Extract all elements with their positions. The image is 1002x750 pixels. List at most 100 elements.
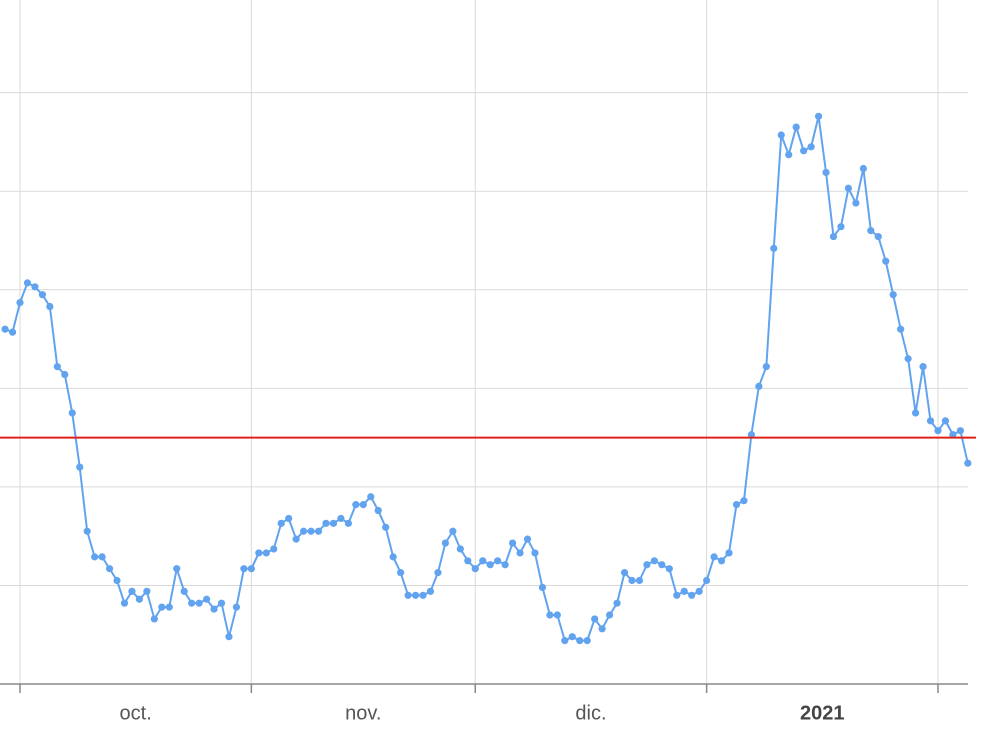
x-tick-label: dic. bbox=[575, 702, 606, 724]
data-point bbox=[479, 557, 487, 565]
data-point bbox=[904, 355, 912, 363]
data-point bbox=[568, 633, 576, 641]
data-point bbox=[173, 565, 181, 573]
data-point bbox=[523, 535, 532, 543]
data-point bbox=[188, 599, 196, 607]
data-point bbox=[814, 112, 823, 120]
data-point bbox=[1, 325, 9, 333]
data-point bbox=[844, 184, 853, 192]
data-point bbox=[225, 633, 233, 641]
data-point bbox=[83, 527, 91, 535]
data-point bbox=[576, 637, 584, 645]
data-point bbox=[98, 553, 106, 561]
data-point bbox=[16, 298, 24, 307]
data-point bbox=[613, 599, 621, 607]
data-point bbox=[561, 637, 569, 645]
data-point bbox=[195, 599, 203, 607]
data-point bbox=[23, 279, 32, 287]
x-tick-label: oct. bbox=[120, 702, 152, 724]
data-point bbox=[785, 151, 793, 159]
data-point bbox=[120, 599, 129, 607]
data-point bbox=[374, 506, 382, 515]
data-point bbox=[837, 223, 845, 231]
data-point bbox=[822, 168, 830, 177]
data-point bbox=[710, 553, 718, 561]
data-point bbox=[874, 232, 882, 241]
data-point bbox=[755, 382, 763, 390]
data-point bbox=[344, 519, 352, 527]
data-point bbox=[76, 463, 84, 471]
data-point bbox=[777, 131, 785, 139]
data-point bbox=[240, 565, 248, 573]
data-point bbox=[859, 164, 867, 173]
data-point bbox=[792, 123, 800, 131]
data-point bbox=[553, 611, 561, 619]
data-point bbox=[307, 527, 315, 535]
data-point bbox=[725, 549, 733, 557]
data-point bbox=[314, 527, 323, 535]
data-point bbox=[329, 519, 338, 527]
data-point bbox=[389, 553, 397, 561]
data-point bbox=[337, 514, 345, 523]
data-point bbox=[8, 328, 17, 336]
data-point bbox=[740, 497, 748, 505]
data-point bbox=[800, 147, 808, 155]
data-point bbox=[285, 514, 293, 523]
data-point bbox=[105, 565, 114, 573]
data-point bbox=[501, 561, 509, 569]
x-tick-label: nov. bbox=[345, 702, 381, 724]
data-point bbox=[247, 565, 255, 573]
data-point bbox=[31, 283, 39, 291]
data-point bbox=[38, 291, 46, 299]
data-point bbox=[411, 591, 420, 599]
data-point bbox=[449, 527, 457, 535]
data-point bbox=[717, 557, 726, 565]
data-point bbox=[688, 591, 696, 599]
data-point bbox=[165, 603, 173, 611]
data-point bbox=[158, 603, 166, 611]
data-point bbox=[650, 557, 658, 565]
data-point bbox=[277, 519, 285, 527]
data-point bbox=[680, 587, 688, 595]
data-point bbox=[202, 595, 211, 603]
data-point bbox=[732, 501, 741, 509]
data-point bbox=[926, 417, 935, 425]
data-point bbox=[949, 431, 957, 439]
data-point bbox=[128, 587, 136, 595]
data-line bbox=[4, 116, 969, 643]
data-point bbox=[897, 325, 905, 333]
data-point bbox=[68, 409, 76, 417]
data-point bbox=[419, 591, 427, 599]
data-point bbox=[61, 370, 69, 379]
data-point bbox=[598, 625, 606, 633]
data-point bbox=[807, 143, 815, 151]
data-point bbox=[605, 611, 614, 619]
data-point bbox=[91, 553, 99, 561]
data-point bbox=[210, 605, 218, 613]
data-point bbox=[635, 576, 644, 585]
data-point bbox=[322, 519, 330, 527]
data-point bbox=[456, 545, 464, 553]
data-point bbox=[53, 363, 61, 371]
data-point bbox=[852, 199, 860, 207]
data-point bbox=[911, 409, 920, 417]
data-point bbox=[232, 603, 241, 611]
data-point bbox=[255, 549, 263, 557]
data-point bbox=[359, 501, 367, 509]
data-point bbox=[471, 565, 479, 573]
data-point bbox=[546, 611, 554, 619]
data-point bbox=[508, 539, 517, 547]
data-point bbox=[956, 427, 964, 435]
data-point bbox=[695, 587, 703, 595]
data-point bbox=[441, 539, 450, 547]
data-point bbox=[658, 561, 666, 569]
data-point bbox=[643, 561, 651, 569]
data-point bbox=[486, 561, 494, 569]
data-point bbox=[150, 615, 158, 623]
data-point bbox=[770, 244, 778, 252]
data-point bbox=[867, 227, 875, 235]
data-point bbox=[934, 427, 942, 435]
data-point bbox=[494, 557, 502, 565]
data-point bbox=[404, 591, 412, 599]
